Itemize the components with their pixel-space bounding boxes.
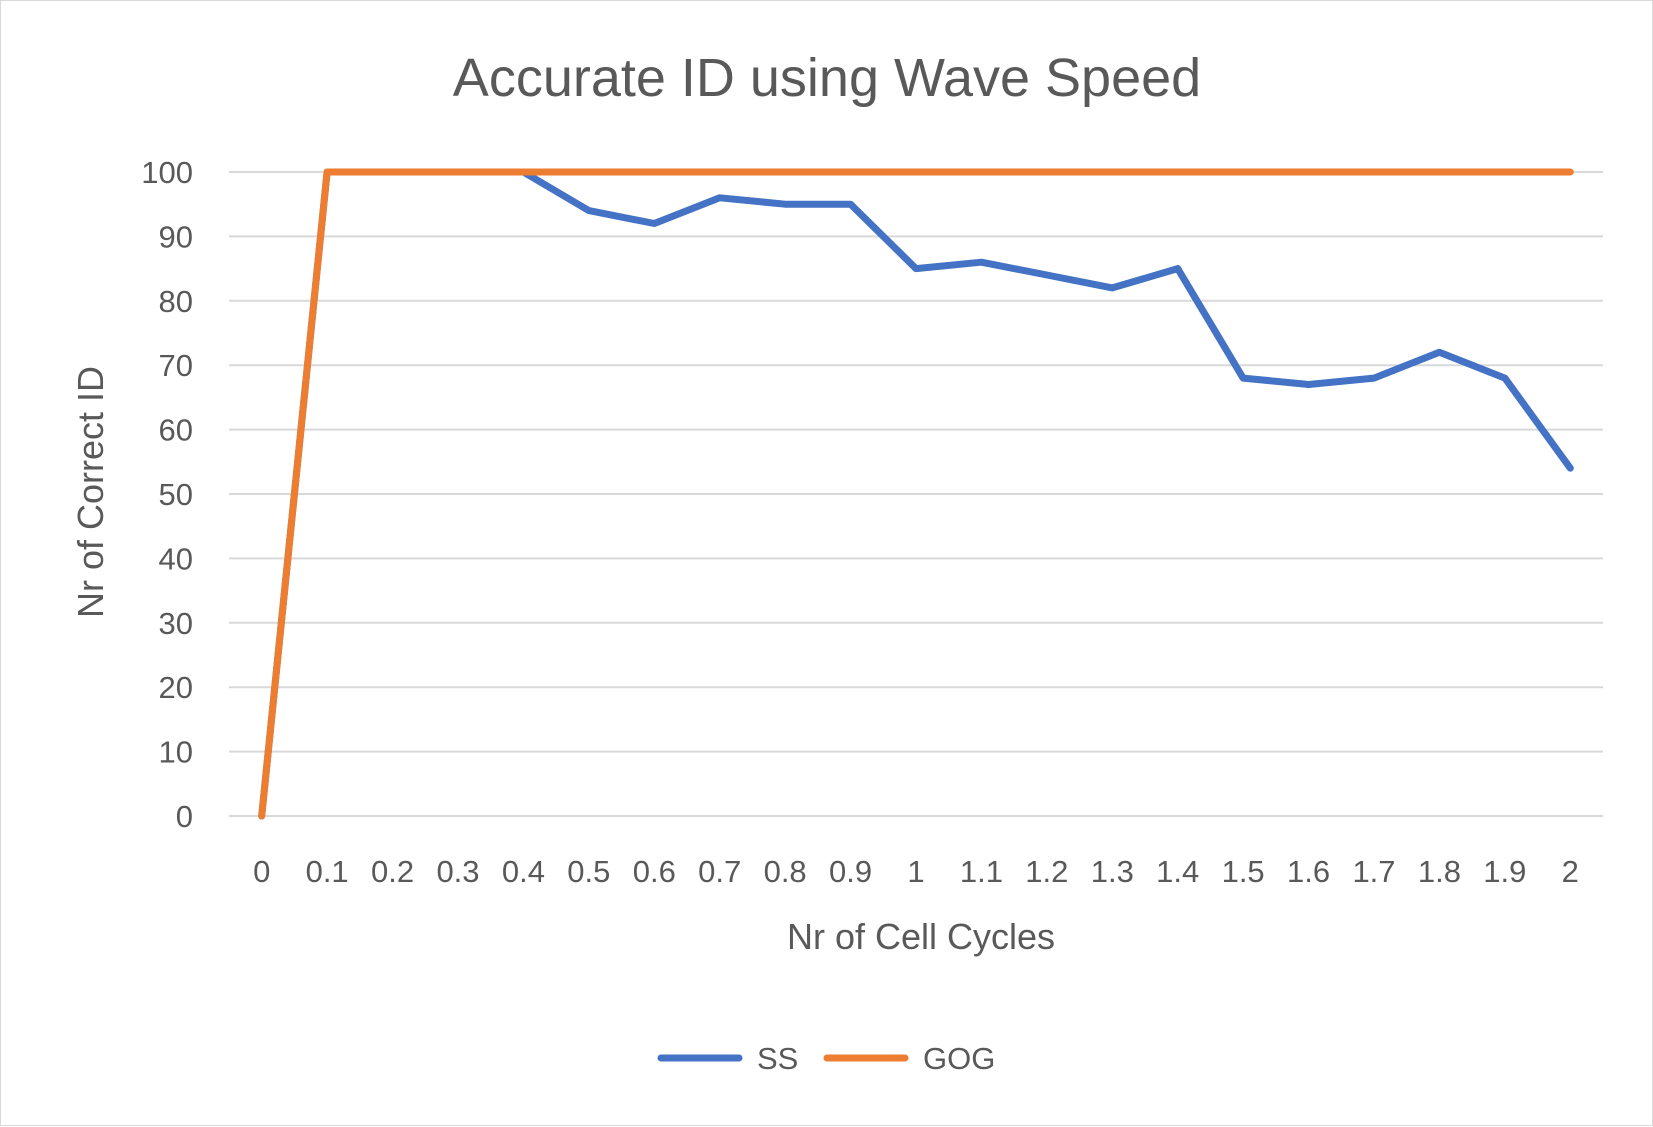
legend: SS GOG [657, 1041, 995, 1076]
x-tick-label: 0.1 [306, 854, 349, 889]
x-tick-label: 1.6 [1287, 854, 1330, 889]
y-tick-label: 30 [159, 606, 193, 641]
x-tick-label: 1.9 [1483, 854, 1526, 889]
x-tick-label: 1 [907, 854, 924, 889]
y-tick-label: 70 [159, 348, 193, 383]
y-axis-ticks: 0 10 20 30 40 50 60 70 80 90 100 [141, 155, 193, 834]
x-tick-label: 2 [1562, 854, 1579, 889]
x-tick-label: 0.6 [633, 854, 676, 889]
x-tick-label: 0.3 [436, 854, 479, 889]
y-tick-label: 50 [159, 477, 193, 512]
x-tick-label: 1.5 [1222, 854, 1265, 889]
x-tick-label: 0.9 [829, 854, 872, 889]
y-axis-title: Nr of Correct ID [70, 366, 111, 618]
y-tick-label: 80 [159, 284, 193, 319]
y-tick-label: 60 [159, 413, 193, 448]
x-tick-label: 0.7 [698, 854, 741, 889]
series-line-gog [258, 168, 1574, 820]
legend-label-gog: GOG [923, 1041, 995, 1076]
x-tick-label: 1.8 [1418, 854, 1461, 889]
chart-title: Accurate ID using Wave Speed [453, 48, 1201, 108]
x-tick-label: 0 [253, 854, 270, 889]
x-tick-label: 0.4 [502, 854, 545, 889]
x-tick-label: 0.5 [567, 854, 610, 889]
x-tick-label: 0.2 [371, 854, 414, 889]
series-lines [258, 168, 1574, 820]
x-tick-label: 1.1 [960, 854, 1003, 889]
legend-label-ss: SS [757, 1041, 798, 1076]
y-tick-label: 20 [159, 670, 193, 705]
y-tick-label: 90 [159, 219, 193, 254]
y-tick-label: 100 [141, 155, 193, 190]
y-tick-label: 0 [176, 799, 193, 834]
x-tick-label: 1.7 [1352, 854, 1395, 889]
x-tick-label: 1.4 [1156, 854, 1199, 889]
x-axis-title: Nr of Cell Cycles [787, 916, 1055, 957]
x-tick-label: 1.3 [1091, 854, 1134, 889]
x-tick-label: 1.2 [1025, 854, 1068, 889]
x-tick-label: 0.8 [764, 854, 807, 889]
y-tick-label: 40 [159, 541, 193, 576]
y-tick-label: 10 [159, 735, 193, 770]
x-axis-ticks: 0 0.1 0.2 0.3 0.4 0.5 0.6 0.7 0.8 0.9 1 1.1 1.2 1.3 1.… [253, 854, 1579, 889]
